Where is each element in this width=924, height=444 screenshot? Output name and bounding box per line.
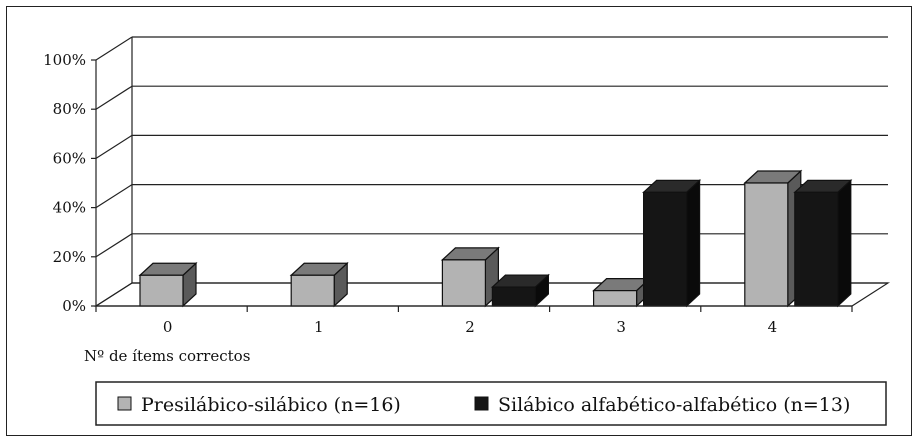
y-tick-label: 0% [62,297,86,315]
gridline-side [95,85,133,110]
y-tick-label: 100% [43,51,86,69]
bar-front [491,286,536,307]
legend-box [95,381,887,426]
gridline-side [95,36,133,61]
gridline-side [95,184,133,209]
legend: Presilábico-silábico (n=16) Silábico alf… [95,381,887,426]
legend-label-presilabico: Presilábico-silábico (n=16) [141,394,401,416]
bar [642,178,702,308]
bar-front [794,191,839,307]
bars-layer [138,169,853,308]
legend-swatch-presilabico [117,396,132,411]
bar-side [837,178,852,308]
y-tick-label: 60% [53,149,86,167]
x-tick-label: 2 [465,318,475,336]
bar-front [592,290,638,307]
bar [793,178,853,308]
x-axis-title: Nº de ítems correctos [84,347,250,365]
bar [138,261,198,308]
y-tick-label: 20% [53,248,86,266]
legend-label-silabico: Silábico alfabético-alfabético (n=13) [498,394,850,416]
gridline-side [95,282,133,307]
bar-front [139,274,184,307]
y-tick-label: 80% [53,100,86,118]
x-tick-label: 0 [163,318,173,336]
x-tick-label: 3 [616,318,626,336]
bar [490,273,550,308]
x-tick-label: 4 [768,318,778,336]
axis-layer: 0% 20% 40% 60% 80% 100% 0 1 2 3 4 [43,51,853,336]
bar-front [642,191,688,307]
bar-front [290,274,335,307]
gridline-side [95,134,133,159]
y-tick-label: 40% [53,199,86,217]
bar-front [441,259,486,307]
gridline-side [95,233,133,258]
bar-side [685,178,701,308]
x-tick-label: 1 [314,318,324,336]
bar [592,277,652,308]
bar [289,261,349,308]
bar [440,246,500,308]
bar [743,169,803,308]
bar-front [744,182,789,307]
legend-swatch-silabico [474,396,489,411]
